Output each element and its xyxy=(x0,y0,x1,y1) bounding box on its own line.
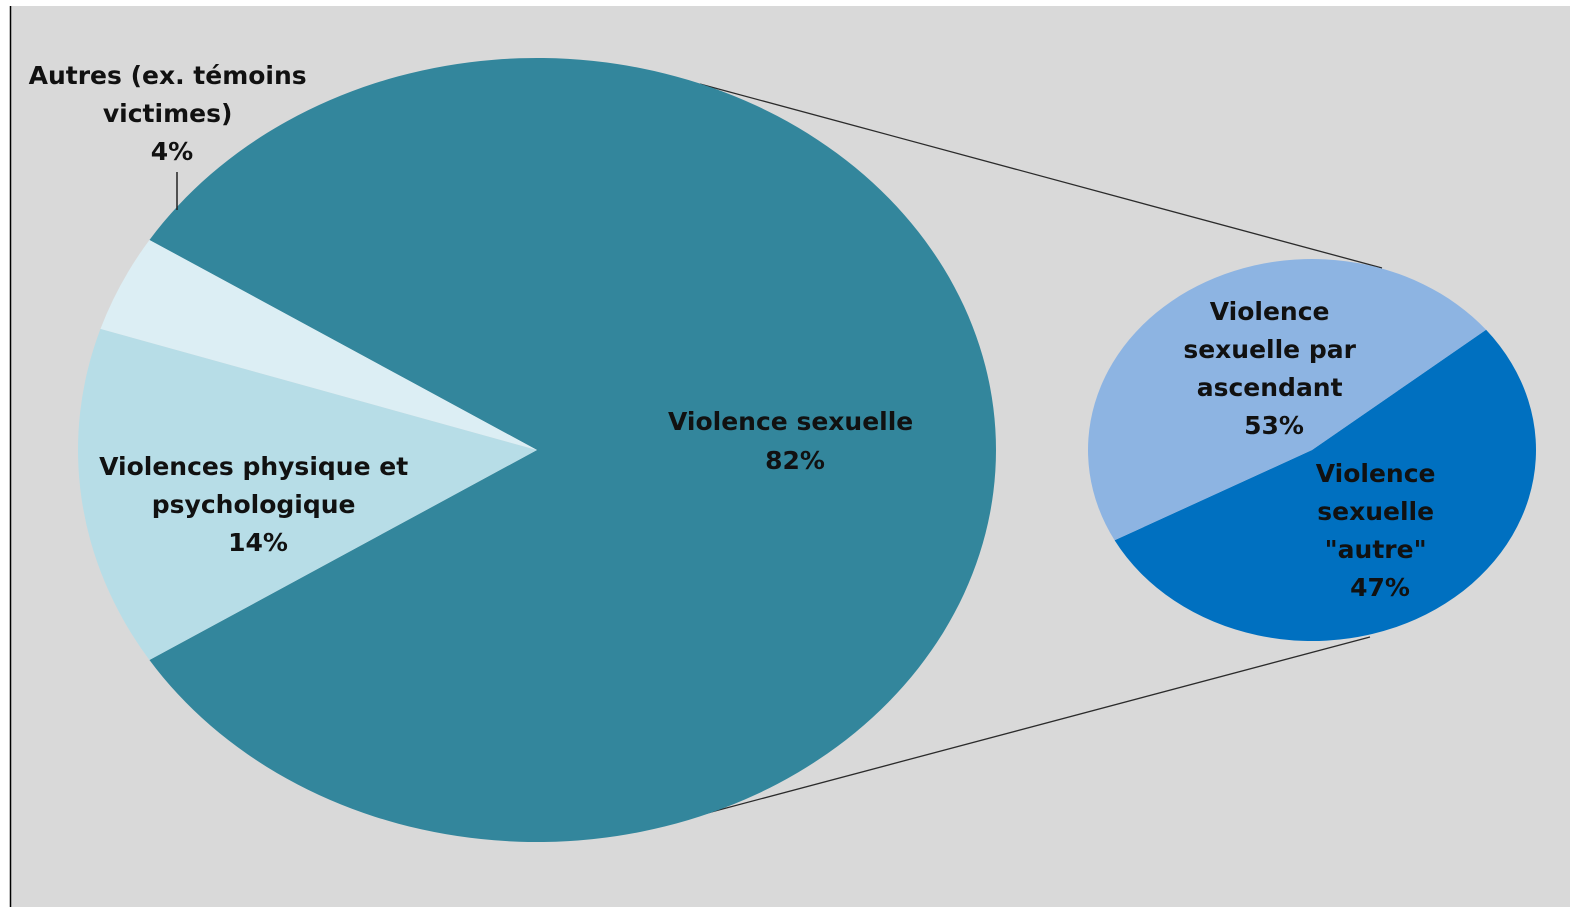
data-label-autre: Violence sexuelle "autre" 47% xyxy=(1316,459,1444,602)
data-label-violence-sexuelle: Violence sexuelle 82% xyxy=(668,407,922,475)
connector-line-top xyxy=(699,83,1383,269)
data-label-violences-physique-psychologique: Violences physique et psychologique 14% xyxy=(99,452,417,557)
connector-line-bottom xyxy=(699,636,1371,816)
pie-slice-autres xyxy=(100,239,537,450)
pie-slice-violences-physique-psychologique xyxy=(78,328,537,661)
secondary-slice-autre xyxy=(1088,259,1487,541)
data-label-autres: Autres (ex. témoins victimes) 4% xyxy=(29,61,316,166)
pie-slice-violence-sexuelle xyxy=(149,57,996,843)
secondary-slice-par-ascendant xyxy=(1114,329,1537,642)
data-label-par-ascendant: Violence sexuelle par ascendant 53% xyxy=(1183,297,1364,440)
